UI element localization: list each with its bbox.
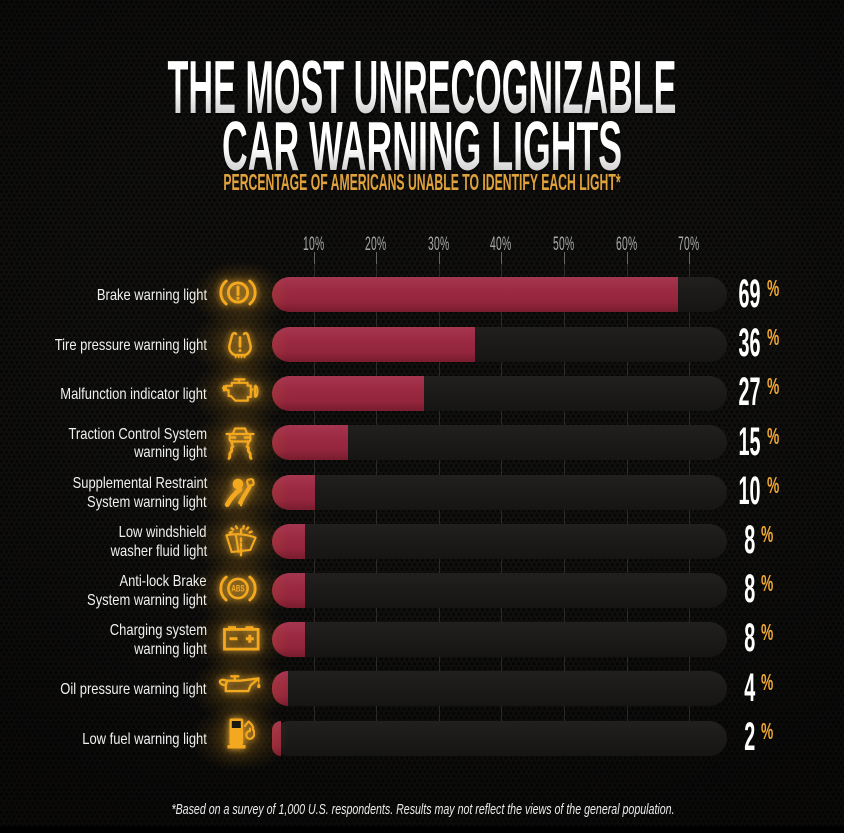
svg-text:ABS: ABS [231, 583, 244, 594]
